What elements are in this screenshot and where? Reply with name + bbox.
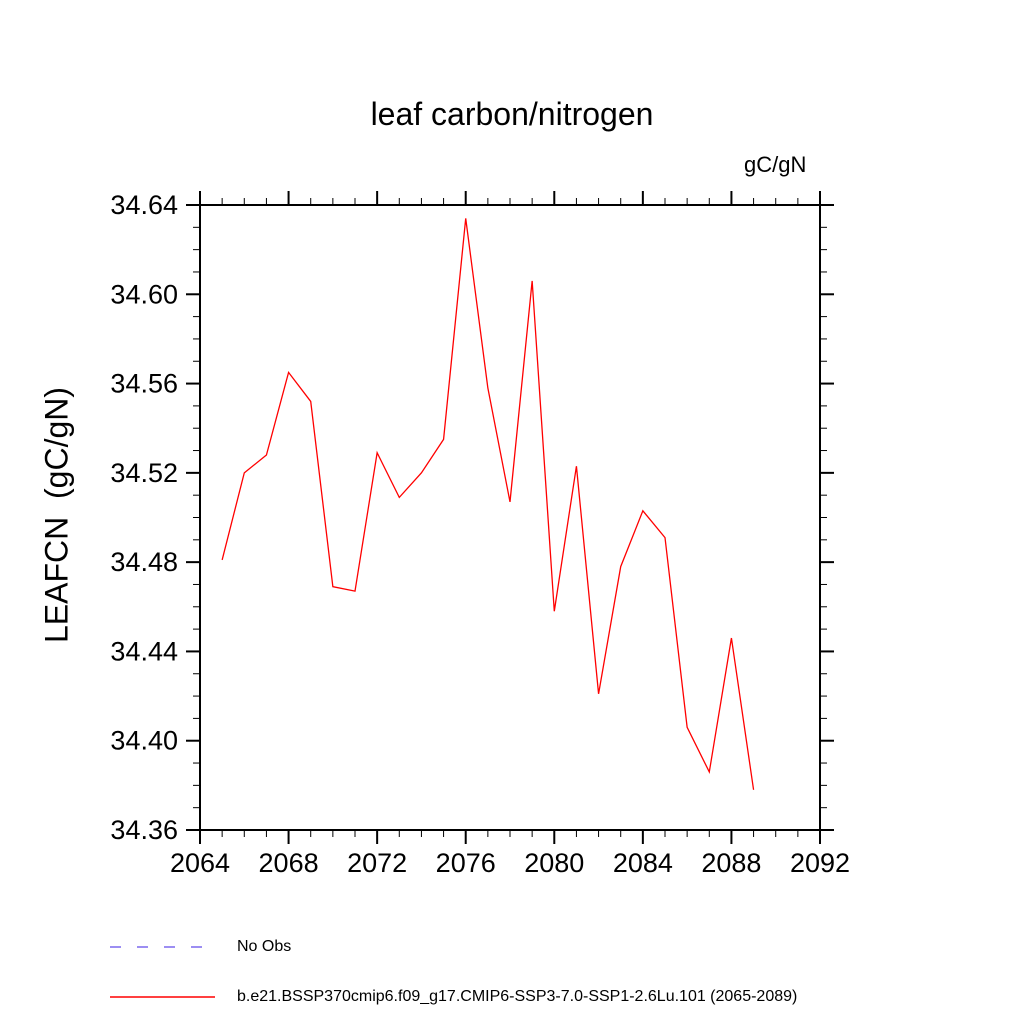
legend-label-no-obs: No Obs xyxy=(237,938,292,955)
x-tick-label: 2064 xyxy=(170,848,230,878)
axis-tick-labels: 2064 2068 2072 2076 2080 2084 2088 2092 34.36 34.… xyxy=(110,190,850,878)
y-tick-label: 34.36 xyxy=(110,815,178,845)
y-tick-label: 34.64 xyxy=(110,190,178,220)
x-tick-label: 2084 xyxy=(613,848,673,878)
legend-item-no-obs: No Obs xyxy=(110,938,291,956)
y-tick-label: 34.48 xyxy=(110,547,178,577)
y-tick-label: 34.44 xyxy=(110,636,178,666)
y-tick-label: 34.60 xyxy=(110,279,178,309)
series-line xyxy=(221,218,755,790)
data-series xyxy=(221,218,755,790)
x-tick-label: 2088 xyxy=(701,848,761,878)
chart-title: leaf carbon/nitrogen xyxy=(370,96,654,132)
legend-item-series: b.e21.BSSP370cmip6.f09_g17.CMIP6-SSP3-7.… xyxy=(110,988,797,1006)
series-line-sample xyxy=(110,996,215,998)
no-obs-dashed-line-sample xyxy=(110,946,215,948)
units-label: gC/gN xyxy=(744,152,807,177)
x-tick-label: 2072 xyxy=(347,848,407,878)
y-tick-label: 34.40 xyxy=(110,726,178,756)
plot-frame xyxy=(199,204,821,831)
x-tick-label: 2076 xyxy=(436,848,496,878)
x-tick-label: 2080 xyxy=(524,848,584,878)
axis-ticks xyxy=(186,191,834,844)
x-tick-label: 2092 xyxy=(790,848,850,878)
x-tick-label: 2068 xyxy=(259,848,319,878)
legend-label-series: b.e21.BSSP370cmip6.f09_g17.CMIP6-SSP3-7.… xyxy=(237,988,798,1005)
y-tick-label: 34.56 xyxy=(110,369,178,399)
y-tick-label: 34.52 xyxy=(110,458,178,488)
